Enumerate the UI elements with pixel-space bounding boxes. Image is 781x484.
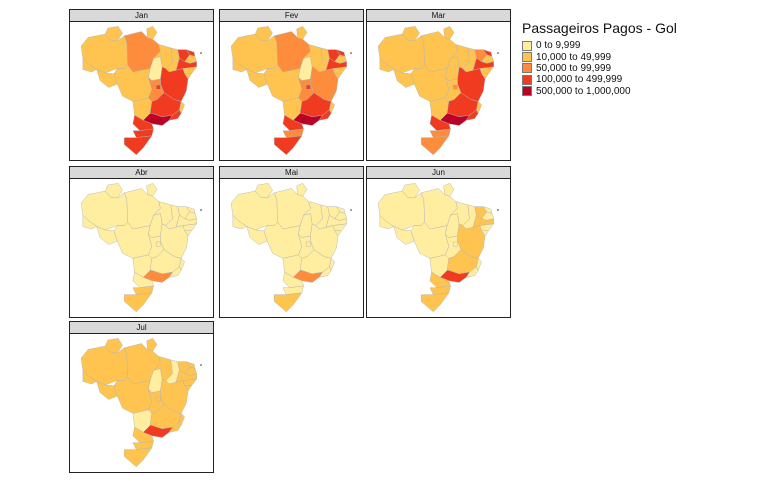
legend-title: Passageiros Pagos - Gol	[522, 20, 677, 36]
legend-label: 100,000 to 499,999	[536, 74, 623, 86]
state-sc	[429, 285, 451, 295]
facet-label: Mai	[220, 167, 363, 179]
island-marker	[350, 52, 352, 54]
state-sp	[293, 113, 323, 126]
facet-panel: Mai	[219, 166, 364, 318]
state-sc	[132, 440, 154, 450]
state-sc	[132, 285, 154, 295]
island-marker	[497, 209, 499, 211]
state-sc	[282, 285, 304, 295]
state-rr	[105, 26, 123, 42]
legend-swatch	[522, 74, 532, 85]
brazil-map	[80, 338, 202, 468]
legend-swatch	[522, 52, 532, 63]
state-ap	[146, 183, 158, 197]
state-rr	[105, 183, 123, 199]
state-ac	[232, 58, 247, 73]
state-sp	[143, 270, 173, 283]
state-rr	[402, 183, 420, 199]
island-marker	[200, 209, 202, 211]
state-df	[452, 84, 458, 90]
state-sc	[132, 128, 154, 138]
state-sp	[440, 113, 470, 126]
state-sc	[282, 128, 304, 138]
state-rs	[124, 447, 153, 468]
island-marker	[200, 364, 202, 366]
legend-label: 50,000 to 99,999	[536, 62, 612, 74]
legend-swatch	[522, 86, 532, 97]
state-rr	[402, 26, 420, 42]
state-rs	[421, 135, 450, 156]
island-marker	[497, 52, 499, 54]
state-ac	[82, 370, 97, 385]
state-df	[155, 84, 161, 90]
legend-label: 10,000 to 49,999	[536, 51, 612, 63]
facet-panel: Mar	[366, 9, 511, 161]
facet-panel: Jul	[69, 321, 214, 473]
state-df	[305, 84, 311, 90]
legend-item: 500,000 to 1,000,000	[522, 86, 677, 97]
state-sp	[143, 425, 173, 438]
state-ap	[443, 26, 455, 40]
facet-label: Jun	[367, 167, 510, 179]
brazil-map	[80, 183, 202, 313]
brazil-map	[377, 26, 499, 156]
state-df	[305, 241, 311, 247]
state-rs	[274, 135, 303, 156]
state-ap	[146, 26, 158, 40]
facet-panel: Abr	[69, 166, 214, 318]
state-ac	[82, 215, 97, 230]
brazil-map	[377, 183, 499, 313]
island-marker	[350, 209, 352, 211]
legend-item: 0 to 9,999	[522, 40, 677, 51]
state-rs	[124, 292, 153, 313]
legend-item: 10,000 to 49,999	[522, 51, 677, 63]
state-rs	[421, 292, 450, 313]
state-ac	[82, 58, 97, 73]
state-sp	[293, 270, 323, 283]
state-ap	[443, 183, 455, 197]
facet-panel: Jan	[69, 9, 214, 161]
legend: Passageiros Pagos - Gol 0 to 9,999 10,000…	[522, 20, 677, 97]
state-ap	[146, 338, 158, 352]
state-df	[155, 396, 161, 402]
state-ac	[232, 215, 247, 230]
state-sp	[143, 113, 173, 126]
state-df	[155, 241, 161, 247]
legend-items: 0 to 9,999 10,000 to 49,999 50,000 to 99,9…	[522, 40, 677, 97]
facet-panel: Fev	[219, 9, 364, 161]
facet-label: Abr	[70, 167, 213, 179]
state-ap	[296, 26, 308, 40]
facet-label: Mar	[367, 10, 510, 22]
state-ac	[379, 215, 394, 230]
state-sc	[429, 128, 451, 138]
state-ac	[379, 58, 394, 73]
brazil-map	[80, 26, 202, 156]
legend-swatch	[522, 63, 532, 74]
state-rs	[274, 292, 303, 313]
legend-label: 0 to 9,999	[536, 40, 581, 52]
facet-label: Jan	[70, 10, 213, 22]
island-marker	[200, 52, 202, 54]
legend-label: 500,000 to 1,000,000	[536, 85, 631, 97]
state-rr	[255, 183, 273, 199]
state-rs	[124, 135, 153, 156]
brazil-map	[230, 26, 352, 156]
state-ap	[296, 183, 308, 197]
facet-label: Fev	[220, 10, 363, 22]
facet-panel: Jun	[366, 166, 511, 318]
state-sp	[440, 270, 470, 283]
legend-item: 100,000 to 499,999	[522, 74, 677, 85]
brazil-map	[230, 183, 352, 313]
facet-label: Jul	[70, 322, 213, 334]
state-rr	[255, 26, 273, 42]
state-df	[452, 241, 458, 247]
legend-item: 50,000 to 99,999	[522, 63, 677, 74]
state-rr	[105, 338, 123, 354]
legend-swatch	[522, 40, 532, 51]
